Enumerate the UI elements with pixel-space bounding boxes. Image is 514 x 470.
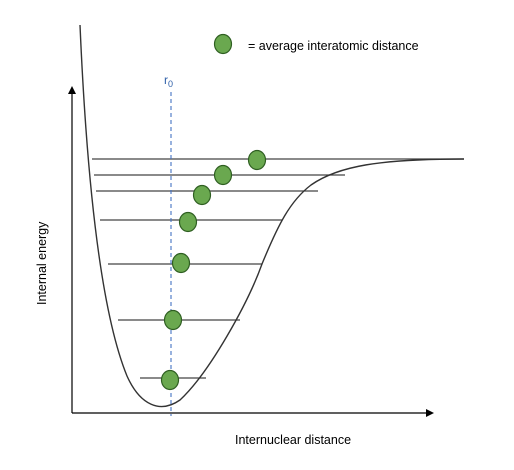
average-distance-marker-2 bbox=[163, 309, 183, 331]
x-axis-title: Internuclear distance bbox=[235, 433, 351, 447]
legend-text: = average interatomic distance bbox=[248, 39, 419, 53]
average-distance-marker-4 bbox=[178, 211, 198, 233]
y-axis-title: Internal energy bbox=[35, 221, 49, 305]
r0-label: r0 bbox=[164, 73, 173, 89]
average-distance-marker-6 bbox=[213, 164, 233, 186]
legend-marker-icon bbox=[213, 33, 233, 55]
average-distance-marker-3 bbox=[171, 252, 191, 274]
average-distance-marker-7 bbox=[247, 149, 267, 171]
potential-energy-curve bbox=[79, 24, 465, 408]
average-distance-marker-1 bbox=[160, 369, 180, 391]
energy-levels bbox=[92, 158, 464, 379]
average-distance-markers bbox=[160, 149, 267, 391]
average-distance-marker-5 bbox=[192, 184, 212, 206]
legend: = average interatomic distance bbox=[213, 33, 419, 55]
